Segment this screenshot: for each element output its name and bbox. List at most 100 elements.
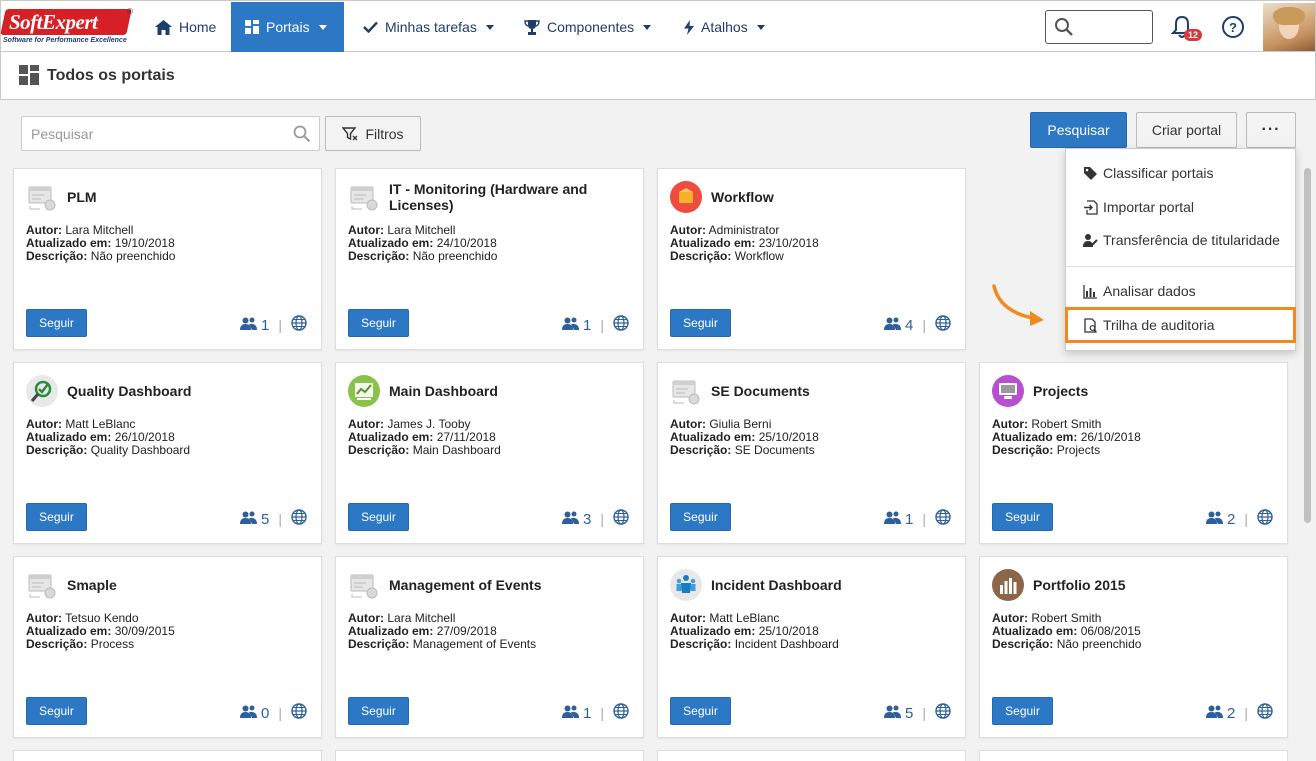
- globe-icon[interactable]: [291, 703, 307, 723]
- menu-item-trilha-auditoria[interactable]: Trilha de auditoria: [1066, 310, 1295, 340]
- portal-stats: 2 |: [1206, 509, 1273, 529]
- home-icon: [155, 19, 172, 35]
- nav-atalhos[interactable]: Atalhos: [684, 2, 765, 52]
- portal-card[interactable]: Portfolio 2015 Autor: Robert Smith Atualiz…: [979, 556, 1288, 738]
- softexpert-logo[interactable]: SoftExpert ® Software for Performance Ex…: [0, 7, 133, 47]
- follow-button[interactable]: Seguir: [26, 503, 87, 531]
- menu-item-importar-portal[interactable]: Importar portal: [1066, 192, 1295, 222]
- menu-item-classificar-portais[interactable]: Classificar portais: [1066, 158, 1295, 188]
- follow-button[interactable]: Seguir: [26, 697, 87, 725]
- logo-registered-mark: ®: [127, 7, 133, 16]
- globe-icon[interactable]: [935, 509, 951, 529]
- globe-icon[interactable]: [291, 315, 307, 335]
- followers-icon[interactable]: [884, 705, 902, 722]
- followers-icon[interactable]: [562, 705, 580, 722]
- followers-icon[interactable]: [240, 705, 258, 722]
- globe-icon[interactable]: [935, 703, 951, 723]
- portal-updated: Atualizado em: 27/09/2018: [348, 624, 497, 638]
- create-portal-button[interactable]: Criar portal: [1136, 112, 1237, 148]
- portal-title[interactable]: Smaple: [67, 577, 117, 593]
- help-icon[interactable]: ?: [1222, 16, 1244, 38]
- portal-card[interactable]: SE Documents Autor: Giulia Berni Atualizad…: [657, 362, 966, 544]
- portal-card[interactable]: Quality Dashboard Autor: Matt LeBlanc Atua…: [13, 362, 322, 544]
- follow-button[interactable]: Seguir: [992, 697, 1053, 725]
- more-options-button[interactable]: ···: [1246, 112, 1296, 148]
- portal-title[interactable]: Management of Events: [389, 577, 542, 593]
- portal-description: Descrição: Workflow: [670, 249, 784, 263]
- nav-minhas-tarefas[interactable]: Minhas tarefas: [363, 2, 494, 52]
- portal-title[interactable]: Projects: [1033, 383, 1089, 399]
- followers-icon[interactable]: [240, 317, 258, 334]
- follow-button[interactable]: Seguir: [992, 503, 1053, 531]
- menu-item-analisar-dados[interactable]: Analisar dados: [1066, 276, 1295, 306]
- globe-icon[interactable]: [1257, 703, 1273, 723]
- follow-button[interactable]: Seguir: [670, 697, 731, 725]
- portal-meta: Autor: Tetsuo Kendo Atualizado em: 30/09/…: [26, 612, 175, 651]
- portal-title[interactable]: Main Dashboard: [389, 383, 498, 399]
- portal-updated: Atualizado em: 25/10/2018: [670, 430, 819, 444]
- followers-count: 2: [1227, 704, 1236, 722]
- followers-icon[interactable]: [1206, 705, 1224, 722]
- logo-text: SoftExpert: [9, 10, 98, 34]
- portal-title[interactable]: Workflow: [711, 189, 774, 205]
- generic-portal-icon: [670, 375, 702, 407]
- nav-portais[interactable]: Portais: [231, 2, 344, 52]
- portal-author: Autor: Lara Mitchell: [26, 223, 134, 237]
- portal-card[interactable]: Management of Events Autor: Lara Mitchell…: [335, 556, 644, 738]
- portal-title[interactable]: SE Documents: [711, 383, 810, 399]
- menu-item-transferencia-titularidade[interactable]: Transferência de titularidade: [1066, 225, 1295, 255]
- nav-componentes[interactable]: Componentes: [524, 2, 652, 52]
- global-search-input[interactable]: [1045, 10, 1153, 44]
- portal-title[interactable]: IT - Monitoring (Hardware and Licenses): [389, 181, 588, 213]
- globe-icon[interactable]: [291, 509, 307, 529]
- portal-card[interactable]: Workflow Autor: Administrator Atualizado e…: [657, 168, 966, 350]
- followers-icon[interactable]: [562, 317, 580, 334]
- followers-count: 5: [261, 510, 270, 528]
- globe-icon[interactable]: [935, 315, 951, 335]
- portal-card[interactable]: Incident Dashboard Autor: Matt LeBlanc Atu…: [657, 556, 966, 738]
- globe-icon[interactable]: [613, 703, 629, 723]
- portal-card[interactable]: Smaple Autor: Tetsuo Kendo Atualizado em: …: [13, 556, 322, 738]
- filters-label: Filtros: [365, 125, 404, 142]
- followers-icon[interactable]: [562, 511, 580, 528]
- followers-icon[interactable]: [884, 317, 902, 334]
- portal-title[interactable]: Quality Dashboard: [67, 383, 192, 399]
- portal-title[interactable]: Incident Dashboard: [711, 577, 842, 593]
- filters-button[interactable]: Filtros: [325, 116, 421, 151]
- stats-divider: |: [278, 317, 282, 333]
- portal-card[interactable]: Projects Autor: Robert Smith Atualizado em…: [979, 362, 1288, 544]
- user-avatar[interactable]: [1263, 3, 1315, 51]
- follow-button[interactable]: Seguir: [670, 503, 731, 531]
- follow-button[interactable]: Seguir: [348, 309, 409, 337]
- portal-meta: Autor: Lara Mitchell Atualizado em: 27/09…: [348, 612, 536, 651]
- followers-icon[interactable]: [1206, 511, 1224, 528]
- globe-icon[interactable]: [613, 509, 629, 529]
- portal-author: Autor: Robert Smith: [992, 611, 1102, 625]
- search-button[interactable]: Pesquisar: [1030, 112, 1127, 148]
- portal-title[interactable]: PLM: [67, 189, 97, 205]
- portal-card[interactable]: IT - Monitoring (Hardware and Licenses) A…: [335, 168, 644, 350]
- follow-button[interactable]: Seguir: [348, 697, 409, 725]
- pointer-arrow-icon: [992, 284, 1044, 326]
- lightning-icon: [684, 19, 694, 35]
- globe-icon[interactable]: [613, 315, 629, 335]
- follow-button[interactable]: Seguir: [670, 309, 731, 337]
- scrollbar-thumb[interactable]: [1304, 168, 1311, 523]
- follow-button[interactable]: Seguir: [26, 309, 87, 337]
- portal-card[interactable]: PLM Autor: Lara Mitchell Atualizado em: 19…: [13, 168, 322, 350]
- followers-count: 1: [583, 316, 592, 334]
- followers-icon[interactable]: [884, 511, 902, 528]
- nav-home[interactable]: Home: [155, 2, 216, 52]
- followers-icon[interactable]: [240, 511, 258, 528]
- portal-search-field[interactable]: [21, 116, 320, 151]
- globe-icon[interactable]: [1257, 509, 1273, 529]
- bar-chart-icon: [1083, 284, 1097, 299]
- portal-search-input[interactable]: [22, 117, 282, 150]
- portal-stats: 3 |: [562, 509, 629, 529]
- nav-componentes-label: Componentes: [547, 19, 635, 35]
- portal-card[interactable]: Main Dashboard Autor: James J. Tooby Atual…: [335, 362, 644, 544]
- portal-meta: Autor: James J. Tooby Atualizado em: 27/1…: [348, 418, 501, 457]
- portal-title[interactable]: Portfolio 2015: [1033, 577, 1126, 593]
- follow-button[interactable]: Seguir: [348, 503, 409, 531]
- import-icon: [1084, 199, 1098, 215]
